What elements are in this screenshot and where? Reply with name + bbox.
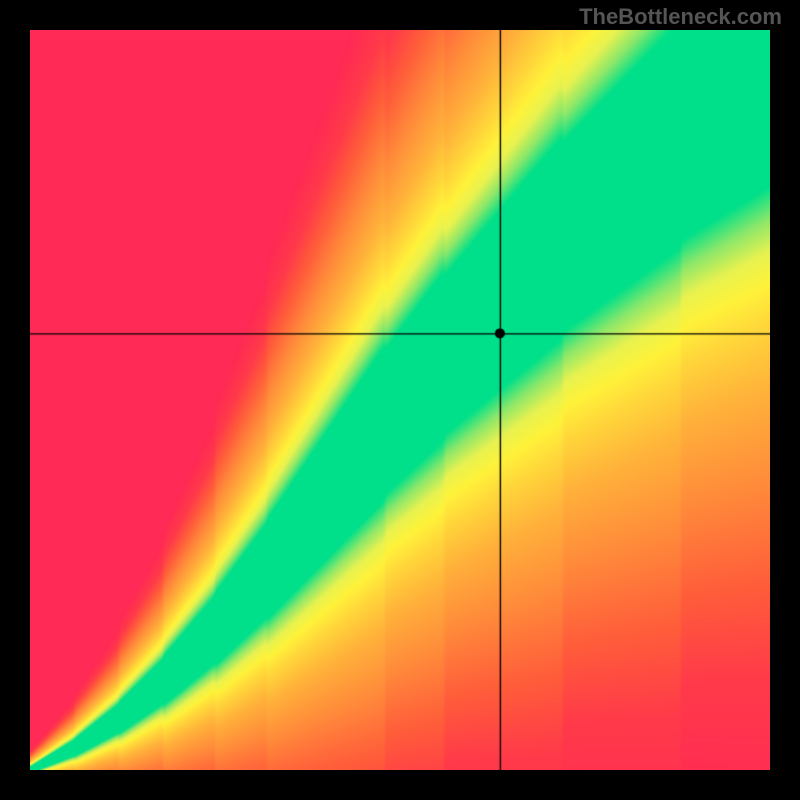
chart-container: TheBottleneck.com bbox=[0, 0, 800, 800]
watermark-text: TheBottleneck.com bbox=[579, 4, 782, 30]
bottleneck-heatmap bbox=[30, 30, 770, 770]
